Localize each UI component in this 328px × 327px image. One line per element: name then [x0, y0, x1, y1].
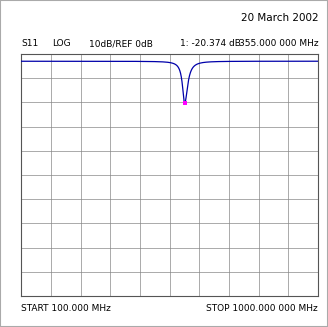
Text: 355.000 000 MHz: 355.000 000 MHz	[238, 39, 318, 48]
Text: S11: S11	[21, 39, 39, 48]
Text: 1: -20.374 dB: 1: -20.374 dB	[180, 39, 241, 48]
Text: 20 March 2002: 20 March 2002	[240, 13, 318, 23]
Text: STOP 1000.000 000 MHz: STOP 1000.000 000 MHz	[206, 304, 318, 313]
Text: START 100.000 MHz: START 100.000 MHz	[21, 304, 111, 313]
Text: 10dB/REF 0dB: 10dB/REF 0dB	[89, 39, 153, 48]
Text: LOG: LOG	[52, 39, 71, 48]
